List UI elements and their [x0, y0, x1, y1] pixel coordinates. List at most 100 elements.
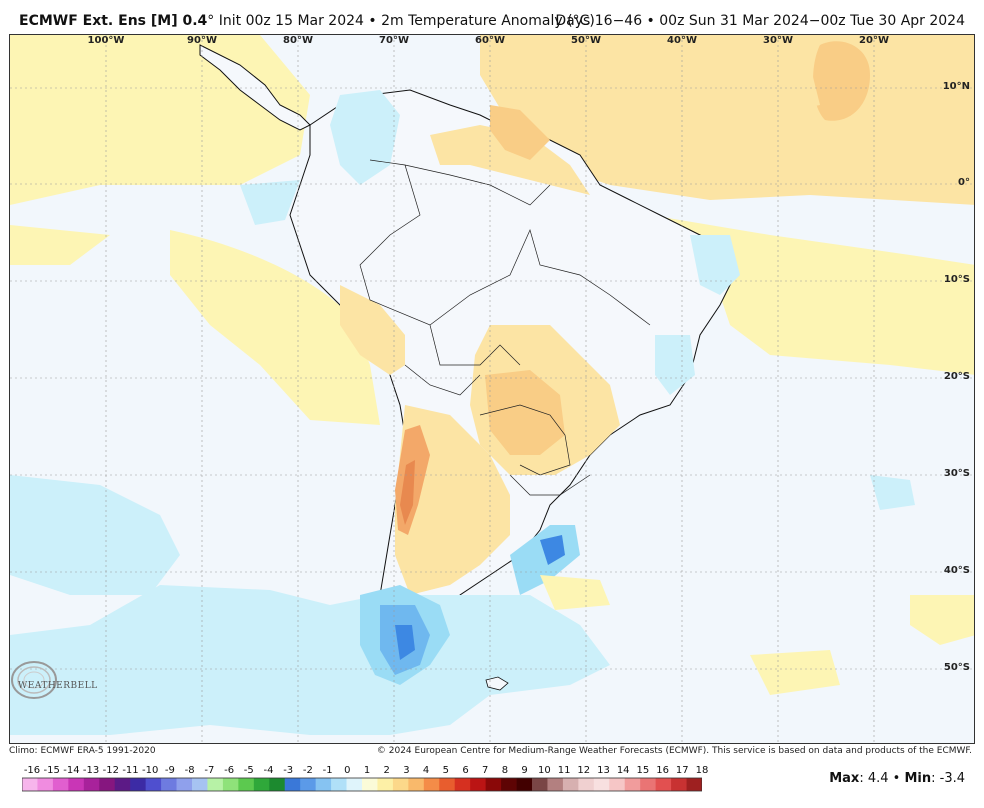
graticule	[10, 35, 974, 743]
copyright-note: © 2024 European Centre for Medium-Range …	[376, 746, 972, 756]
colorbar-outline	[22, 777, 702, 792]
logo-text: WEATHERBELL	[18, 681, 98, 691]
country-borders	[359, 159, 651, 496]
colorbar-tick-label: -15	[43, 765, 60, 776]
colorbar-tick-label: -5	[243, 765, 254, 776]
south-atlantic-cool-core	[540, 535, 565, 565]
colorbar-swatch	[300, 778, 317, 791]
east-brazil-cool	[655, 335, 695, 395]
colorbar-swatch	[269, 778, 286, 791]
colorbar-tick-label: -3	[283, 765, 294, 776]
colorbar-tick-label: 8	[501, 765, 509, 776]
north-coast-warm	[430, 125, 590, 195]
south-pacific-cool	[10, 475, 180, 595]
colorbar-swatch	[454, 778, 471, 791]
lon-label: 80°W	[283, 35, 313, 46]
colorbar-swatch	[392, 778, 409, 791]
colorbar-swatch	[331, 778, 347, 791]
colorbar-tick-label: 18	[695, 765, 709, 776]
colombia-cool	[330, 90, 400, 185]
colorbar-swatch	[114, 778, 131, 791]
climo-note: Climo: ECMWF ERA-5 1991-2020	[9, 746, 156, 756]
map-panel[interactable]: 100°W 90°W 80°W 70°W 60°W 50°W 40°W 30°W…	[9, 34, 975, 744]
patagonia-cool	[10, 585, 610, 735]
colorbar-tick-label: -14	[63, 765, 80, 776]
colorbar-swatch	[83, 778, 100, 791]
colorbar-swatch	[176, 778, 193, 791]
pacific-cool-patch	[240, 180, 300, 225]
colorbar-tick-label: -6	[224, 765, 235, 776]
east-atlantic-warm-2	[750, 650, 840, 695]
east-atlantic-warm-3	[540, 575, 610, 610]
valid-period: Days 16−46 • 00z Sun 31 Mar 2024−00z Tue…	[555, 13, 965, 29]
falkland-islands	[485, 676, 509, 691]
lat-label: 40°S	[943, 565, 970, 576]
colorbar-tick-label: 14	[616, 765, 630, 776]
lon-label: 100°W	[87, 35, 125, 46]
max-label: Max	[829, 771, 860, 786]
colorbar-tick-label: 7	[482, 765, 489, 776]
colorbar-swatch	[624, 778, 641, 791]
lat-label: 0°	[958, 177, 970, 188]
colorbar-tick-label: -16	[23, 765, 41, 776]
central-america-land	[199, 44, 311, 131]
colorbar-swatch	[130, 778, 147, 791]
ne-brazil-cool	[690, 235, 740, 295]
colorbar-swatch	[284, 778, 301, 791]
colorbar-tick-label: -2	[302, 765, 313, 776]
colorbar-swatch	[640, 778, 657, 791]
colorbar-tick-label: 3	[403, 765, 410, 776]
colorbar-swatch	[686, 778, 702, 791]
pacific-warm-south	[170, 230, 380, 425]
colorbar-tick-label: 9	[521, 765, 528, 776]
colorbar-tick-label: 0	[344, 765, 351, 776]
colorbar-tick-label: 1	[363, 765, 371, 776]
colorbar-swatch	[547, 778, 564, 791]
colorbar-tick-label: 10	[538, 765, 551, 776]
atlantic-warm-east	[770, 65, 820, 115]
colorbar-swatch	[253, 778, 270, 791]
atlantic-cool-patch	[870, 475, 915, 510]
lon-label: 30°W	[763, 35, 793, 46]
colorbar-swatch	[532, 778, 548, 791]
colorbar-swatch	[315, 778, 332, 791]
colorbar-swatch	[222, 778, 239, 791]
model-name: ECMWF Ext. Ens [M] 0.4	[19, 13, 208, 29]
colorbar-swatch	[501, 778, 517, 791]
colorbar-swatch	[377, 778, 394, 791]
colorbar-tick-label: -10	[142, 765, 159, 776]
colorbar-swatch	[408, 778, 425, 791]
guiana-warm	[490, 105, 550, 160]
colorbar-swatch	[470, 778, 487, 791]
colorbar-tick-label: 16	[656, 765, 669, 776]
max-min-readout: Max: 4.4 • Min: -3.4	[829, 771, 965, 786]
colorbar-swatch	[578, 778, 595, 791]
colorbar-swatch	[439, 778, 456, 791]
pacific-sw-warm	[10, 225, 110, 265]
lat-label: 30°S	[943, 468, 970, 479]
lat-label: 10°S	[943, 274, 970, 285]
anomaly-map[interactable]	[10, 35, 975, 744]
colorbar-swatch	[346, 778, 363, 791]
colorbar-tick-label: -13	[82, 765, 100, 776]
min-label: Min	[904, 771, 932, 786]
header: ECMWF Ext. Ens [M] 0.4° Init 00z 15 Mar …	[0, 0, 984, 34]
colorbar-swatch	[68, 778, 85, 791]
colorbar-swatch	[99, 778, 116, 791]
colorbar-tick-label: -4	[263, 765, 274, 776]
colorbar-tick-label: 5	[442, 765, 449, 776]
max-value: 4.4	[867, 771, 889, 786]
colorbar-swatch	[609, 778, 626, 791]
min-value: -3.4	[939, 771, 965, 786]
colorbar-swatch	[593, 778, 610, 791]
colorbar-swatch	[516, 778, 533, 791]
colorbar-swatch	[52, 778, 69, 791]
lon-label: 50°W	[571, 35, 601, 46]
colorbar-tick-label: 17	[675, 765, 689, 776]
colorbar-swatch	[423, 778, 440, 791]
title-details: ° Init 00z 15 Mar 2024 • 2m Temperature …	[207, 13, 595, 29]
colorbar-swatch	[145, 778, 162, 791]
colorbar	[22, 777, 702, 792]
colorbar-tick-label: -8	[184, 765, 195, 776]
map-title: ECMWF Ext. Ens [M] 0.4° Init 00z 15 Mar …	[19, 13, 595, 29]
